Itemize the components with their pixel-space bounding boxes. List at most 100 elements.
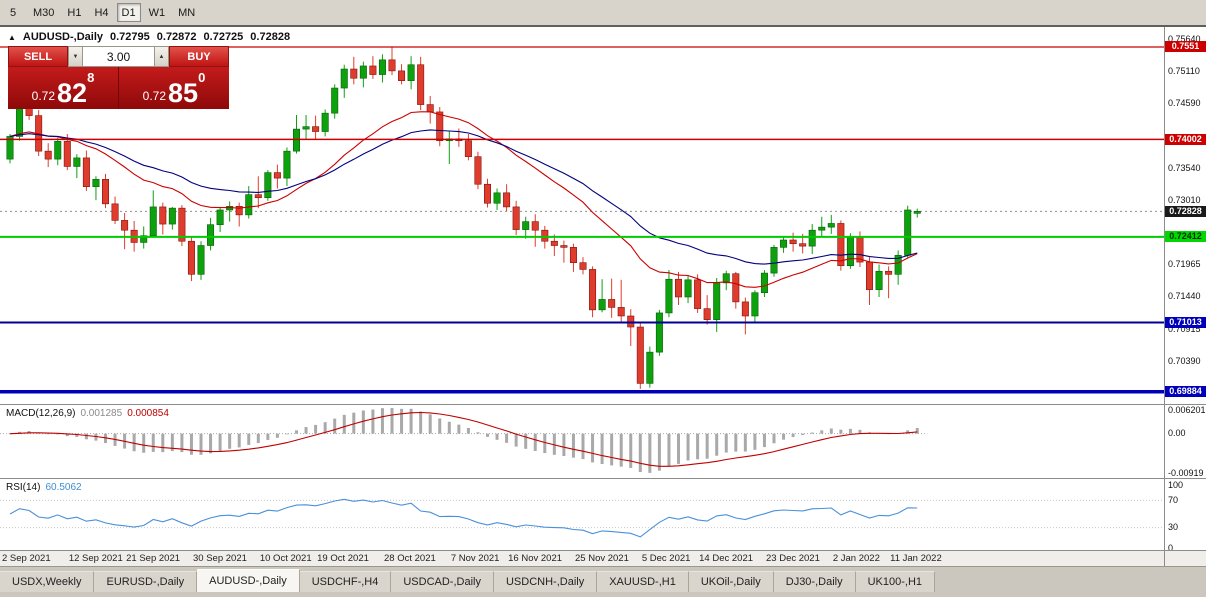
date-label: 30 Sep 2021 [193,553,247,564]
price-tick: 0.70915 [1168,323,1201,334]
price-badge-0.72412: 0.72412 [1165,231,1206,243]
macd-name: MACD(12,26,9) [6,408,76,419]
sell-button[interactable]: SELL [8,46,68,67]
macd-axis-label: -0.00919 [1168,467,1204,478]
chart-window-icon: ▲ [8,32,16,42]
date-label: 10 Oct 2021 [260,553,312,564]
price-badge-0.69884: 0.69884 [1165,386,1206,398]
price-tick: 0.71965 [1168,259,1201,270]
price-badge-0.7551: 0.7551 [1165,41,1206,53]
candlestick-series [6,46,921,389]
chart-tab-eurusd-daily[interactable]: EURUSD-,Daily [94,571,198,592]
sell-price-point: 8 [87,70,95,85]
axis-bottom-corner [1165,550,1206,566]
sell-price-pips: 82 [57,78,88,108]
date-label: 12 Sep 2021 [69,553,123,564]
date-label: 14 Dec 2021 [699,553,753,564]
date-label: 23 Dec 2021 [766,553,820,564]
price-tick: 0.70390 [1168,355,1201,366]
rsi-axis-label: 0 [1168,542,1174,553]
price-tick: 0.71440 [1168,291,1201,302]
ohlc-low: 0.72725 [203,31,244,43]
date-label: 7 Nov 2021 [451,553,500,564]
rsi-panel-separator[interactable] [0,478,1206,479]
macd-axis-label: 0.00 [1168,428,1186,439]
sell-price-prefix: 0.72 [31,89,56,103]
price-badge-0.72828: 0.72828 [1165,205,1206,217]
timeframe-toolbar: 5 M30 H1 H4 D1 W1 MN [0,0,1206,25]
ma-fast-line [9,111,918,288]
price-tick: 0.73540 [1168,162,1201,173]
timeframe-button-mn[interactable]: MN [173,3,200,22]
price-badge-0.71013: 0.71013 [1165,317,1206,329]
ohlc-high: 0.72872 [156,31,197,43]
date-label: 16 Nov 2021 [508,553,562,564]
date-axis-labels: 2 Sep 2021 12 Sep 2021 21 Sep 2021 30 Sep 2… [2,553,942,564]
chart-tab-usdx-weekly[interactable]: USDX,Weekly [0,571,95,592]
one-click-trading-panel: SELL ▼ 3.00 ▲ BUY 0.72 82 8 0.72 85 0 [8,46,229,109]
one-click-controls: SELL ▼ 3.00 ▲ BUY [8,46,229,67]
timeframe-button-w1[interactable]: W1 [144,3,171,22]
chart-symbol-period: AUDUSD-,Daily [22,31,103,43]
date-axis-strip [0,550,1164,566]
price-badge-0.74002: 0.74002 [1165,133,1206,145]
chart-title: ▲ AUDUSD-,Daily 0.72795 0.72872 0.72725 … [8,31,290,43]
chart-window-top-border [0,25,1206,27]
date-label: 5 Dec 2021 [642,553,691,564]
date-label: 2 Jan 2022 [833,553,880,564]
buy-price-pips: 85 [168,78,199,108]
rsi-axis-label: 30 [1168,522,1179,533]
buy-price-point: 0 [198,70,206,85]
chart-tab-audusd-daily[interactable]: AUDUSD-,Daily [197,569,300,592]
price-axis: 0.75640 0.75110 0.74590 0.73540 0.73010 0.719… [1164,27,1206,566]
rsi-indicator [0,498,1164,538]
sell-price-display[interactable]: 0.72 82 8 [8,67,118,109]
date-label: 28 Oct 2021 [384,553,436,564]
chart-tabs-bar: USDX,Weekly EURUSD-,Daily AUDUSD-,Daily USD… [0,566,1206,597]
ohlc-open: 0.72795 [110,31,150,43]
date-label: 21 Sep 2021 [126,553,180,564]
buy-price-prefix: 0.72 [142,89,167,103]
price-tick: 0.75640 [1168,34,1201,44]
chart-tab-usdcnh-daily[interactable]: USDCNH-,Daily [493,571,598,592]
buy-button[interactable]: BUY [169,46,229,67]
date-label: 25 Nov 2021 [575,553,629,564]
date-axis-separator [0,550,1206,551]
ohlc-close: 0.72828 [250,31,291,43]
chart-tab-dj30-daily[interactable]: DJ30-,Daily [773,571,856,592]
macd-signal-value: 0.000854 [127,408,169,419]
volume-decrease-button[interactable]: ▼ [68,46,83,67]
chart-tab-usdcad-daily[interactable]: USDCAD-,Daily [391,571,494,592]
volume-increase-button[interactable]: ▲ [154,46,169,67]
macd-axis-label: 0.006201 [1168,404,1206,415]
volume-input[interactable]: 3.00 [83,46,154,67]
one-click-prices: 0.72 82 8 0.72 85 0 [8,67,229,109]
chart-tab-xauusd-h1[interactable]: XAUUSD-,H1 [597,571,689,592]
rsi-name: RSI(14) [6,482,41,493]
chart-tab-usdchf-h4[interactable]: USDCHF-,H4 [299,571,392,592]
date-label: 11 Jan 2022 [890,553,942,564]
chart-window: 2 Sep 2021 12 Sep 2021 21 Sep 2021 30 Sep 2… [0,27,1164,566]
date-label: 19 Oct 2021 [317,553,369,564]
chart-tab-uk100-h1[interactable]: UK100-,H1 [855,571,936,592]
timeframe-button-5[interactable]: 5 [1,3,25,22]
rsi-axis-label: 70 [1168,494,1179,505]
macd-indicator-label: MACD(12,26,9) 0.001285 0.000854 [6,408,169,419]
timeframe-button-h4[interactable]: H4 [89,3,113,22]
date-label: 2 Sep 2021 [2,553,51,564]
macd-indicator [0,408,928,473]
rsi-value: 60.5062 [45,482,82,493]
chart-tab-ukoil-daily[interactable]: UKOil-,Daily [688,571,774,592]
timeframe-button-d1[interactable]: D1 [116,3,141,22]
timeframe-button-m30[interactable]: M30 [28,3,59,22]
chart-canvas[interactable]: 2 Sep 2021 12 Sep 2021 21 Sep 2021 30 Sep 2… [0,27,1164,566]
rsi-axis-label: 100 [1168,480,1184,490]
buy-price-display[interactable]: 0.72 85 0 [118,67,229,109]
price-tick: 0.74590 [1168,98,1201,109]
macd-main-value: 0.001285 [80,408,123,419]
price-tick: 0.75110 [1168,66,1200,77]
macd-panel-separator[interactable] [0,404,1206,405]
ma-slow-line [9,129,918,265]
price-tick: 0.73010 [1168,195,1201,206]
timeframe-button-h1[interactable]: H1 [62,3,86,22]
